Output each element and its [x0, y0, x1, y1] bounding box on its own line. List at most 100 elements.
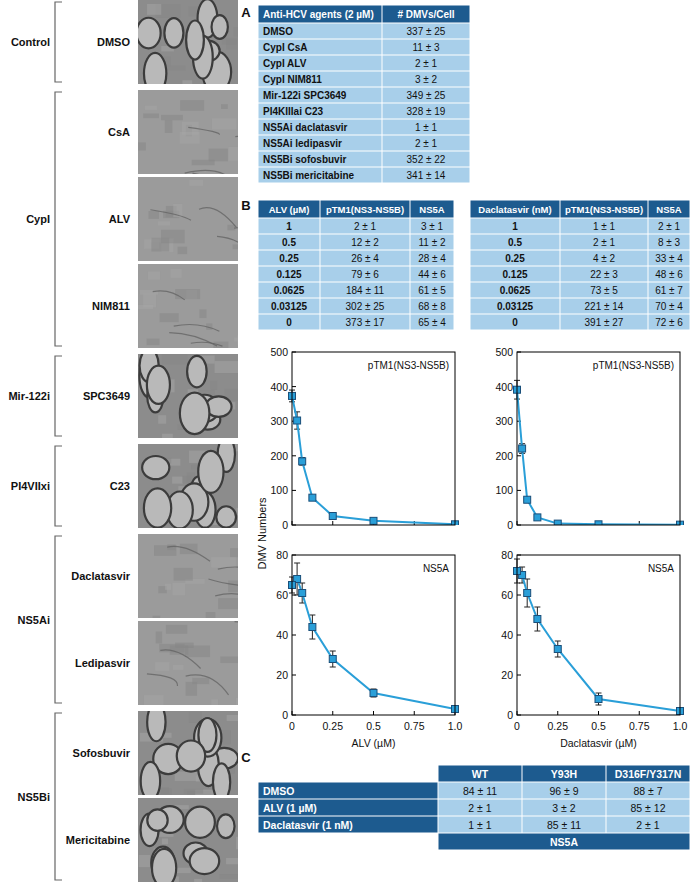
chart-title: pTM1(NS3-NS5B) — [593, 360, 674, 371]
texture — [210, 381, 217, 390]
table-text: 22 ± 3 — [590, 269, 618, 280]
texture — [139, 855, 150, 867]
texture — [143, 113, 159, 118]
vesicle — [216, 506, 236, 527]
table-text: DMSO — [263, 26, 293, 37]
table-cell — [561, 219, 648, 234]
vesicle — [147, 366, 170, 404]
y-tick — [292, 386, 296, 387]
table-text: 85 ± 12 — [631, 802, 666, 814]
texture — [147, 339, 160, 345]
table-cell — [561, 283, 648, 298]
y-tick-label: 200 — [495, 450, 513, 462]
table-text: 0.03125 — [271, 301, 308, 312]
vesicle — [190, 848, 220, 874]
chart-title: pTM1(NS3-NS5B) — [368, 360, 449, 371]
table-cell — [259, 136, 382, 151]
table-cell — [471, 299, 560, 314]
table-header: pTM1(NS3-NS5B) — [565, 204, 643, 215]
em-image — [138, 177, 238, 261]
image-label: Sofosbuvir — [73, 747, 131, 759]
y-tick-label: 100 — [495, 484, 513, 496]
y-tick-label: 500 — [495, 346, 513, 358]
error-bar — [371, 689, 377, 697]
table-text: 0.125 — [502, 269, 527, 280]
em-image — [138, 534, 238, 618]
y-tick — [292, 455, 296, 456]
table-cell — [523, 766, 606, 782]
x-tick-label: 1.0 — [673, 720, 688, 732]
table-cell — [439, 783, 522, 799]
table-text: 184 ± 11 — [346, 285, 385, 296]
vesicle — [164, 18, 183, 47]
panel-label: C — [241, 750, 251, 765]
marker — [524, 496, 531, 503]
texture — [160, 313, 179, 322]
texture — [182, 80, 192, 84]
table-text: 8 ± 3 — [658, 237, 681, 248]
table-cell — [259, 104, 382, 119]
bracket — [55, 536, 62, 703]
y-tick — [292, 490, 296, 491]
table-cell — [411, 219, 454, 234]
table-cell — [439, 834, 690, 850]
table-header: Y93H — [551, 768, 577, 780]
table-text: Mir-122i SPC3649 — [263, 90, 347, 101]
group-label: NS5Bi — [18, 791, 50, 803]
texture — [138, 142, 146, 150]
table-cell — [259, 201, 320, 218]
membrane — [153, 291, 185, 300]
table-text: 11 ± 2 — [419, 237, 446, 248]
group-label: Control — [11, 36, 50, 48]
table-cell — [321, 251, 410, 266]
marker — [534, 616, 541, 623]
texture — [138, 305, 153, 309]
y-tick-label: 0 — [507, 709, 513, 721]
membrane — [167, 546, 210, 561]
texture — [144, 695, 164, 705]
x-tick-label: 0 — [289, 720, 295, 732]
table-cell — [561, 315, 648, 330]
image-label: NIM811 — [92, 300, 130, 312]
y-tick-label: 40 — [276, 629, 288, 641]
texture — [151, 238, 169, 252]
table-cell — [523, 800, 606, 816]
table-text: 0.25 — [505, 253, 525, 264]
table-cell — [439, 766, 522, 782]
chart — [514, 352, 684, 528]
table-text: 48 ± 6 — [655, 269, 683, 280]
y-tick-label: 500 — [270, 346, 288, 358]
image-label: C23 — [110, 480, 130, 492]
group-label: Mir-122i — [8, 390, 50, 402]
table-text: 1 — [512, 221, 518, 232]
table-text: 70 ± 4 — [655, 301, 683, 312]
texture — [199, 309, 206, 318]
table-cell — [321, 219, 410, 234]
table-cell — [259, 24, 382, 39]
table-cell — [649, 315, 690, 330]
table-text: 1 ± 1 — [593, 221, 616, 232]
table-text: NS5Ai daclatasvir — [263, 122, 348, 133]
table-text: 85 ± 11 — [547, 819, 581, 831]
texture — [186, 682, 197, 696]
table-cell — [561, 235, 648, 250]
em-image — [138, 444, 238, 528]
texture — [209, 149, 228, 162]
table-cell — [383, 6, 470, 23]
membrane — [234, 228, 238, 240]
image-label: CsA — [108, 126, 130, 138]
vesicle — [198, 451, 223, 493]
texture — [211, 699, 218, 705]
table-text: 2 ± 1 — [658, 221, 681, 232]
membrane — [208, 579, 238, 587]
table-text: Daclatasvir (1 nM) — [263, 819, 353, 831]
table-cell — [321, 299, 410, 314]
table-cell — [471, 235, 560, 250]
table-cell — [649, 299, 690, 314]
texture — [165, 584, 171, 590]
table-cell — [383, 104, 470, 119]
table-cell — [259, 315, 320, 330]
membrane — [218, 567, 238, 575]
x-axis-label: ALV (µM) — [352, 737, 396, 749]
marker — [534, 514, 541, 521]
